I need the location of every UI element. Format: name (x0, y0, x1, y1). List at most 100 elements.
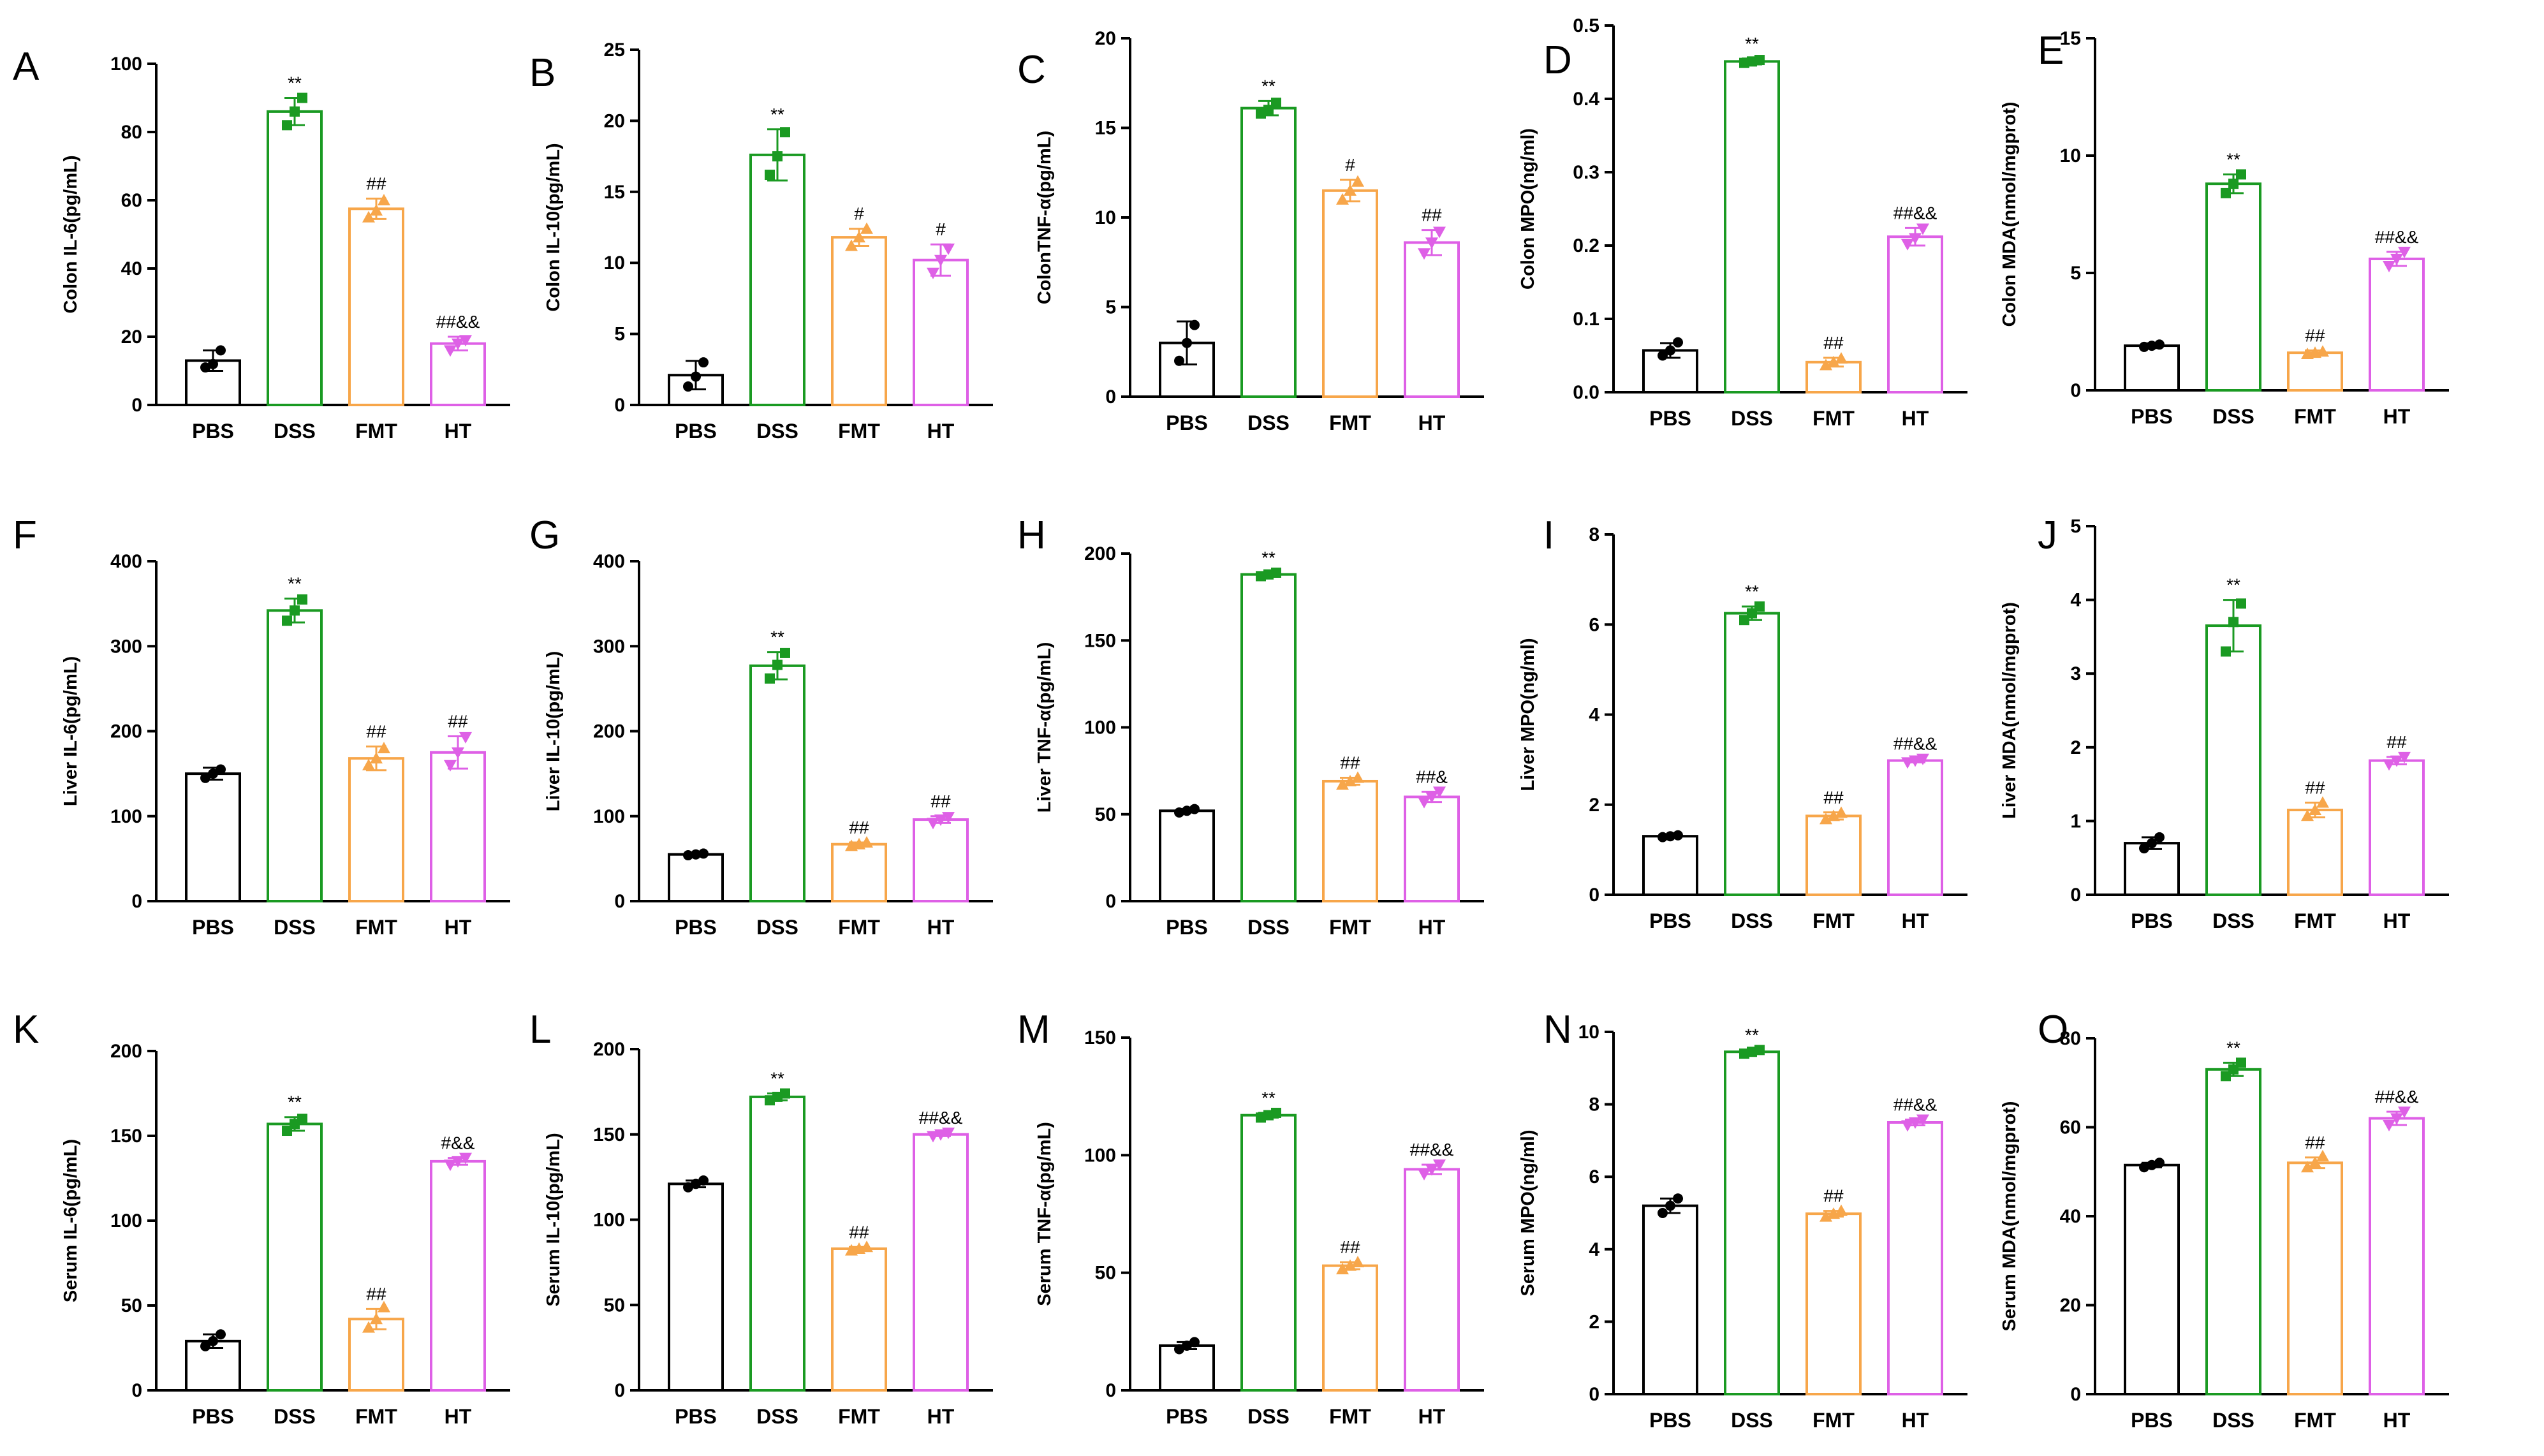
category-label: PBS (1166, 1405, 1208, 1428)
significance-label: ** (2226, 575, 2240, 595)
bar-pbs (668, 853, 724, 903)
data-point (1336, 778, 1349, 790)
y-tick-label: 0.4 (1573, 89, 1599, 110)
panel-H: H 0 50 100 150 200 Liver TNF-α(pg/mL) PBS ** DSS #… (1017, 513, 1484, 939)
panel-K: K 0 50 100 150 200 Serum IL-6(pg/mL) PBS ** DSS ##… (13, 1008, 510, 1428)
category-label: PBS (675, 420, 717, 443)
panel-L: L 0 50 100 150 200 Serum IL-10(pg/mL) PBS ** DSS #… (529, 1008, 993, 1428)
panel-B: B 0 5 10 15 20 25 Colon IL-10(pg/mL) PBS ** DSS # FM… (529, 40, 993, 443)
data-point (2147, 838, 2157, 849)
significance-label: ## (930, 791, 951, 811)
data-point (444, 760, 457, 772)
category-label: DSS (274, 1405, 316, 1428)
significance-label: ** (1745, 1025, 1759, 1045)
bar-pbs (1642, 835, 1698, 896)
y-tick-label: 0.3 (1573, 162, 1599, 183)
y-tick-label: 10 (1578, 1022, 1599, 1043)
bar-dss (2205, 624, 2261, 896)
data-point (1189, 804, 1200, 814)
y-tick-label: 60 (2060, 1117, 2081, 1138)
data-point (2398, 751, 2411, 763)
y-axis-label: Serum MDA(nmol/mgprot) (1999, 1101, 2020, 1332)
y-tick-label: 0.1 (1573, 309, 1599, 330)
data-point (934, 254, 947, 267)
category-label: PBS (675, 916, 717, 939)
panel-M: M 0 50 100 150 Serum TNF-α(pg/mL) PBS ** DSS ## FM… (1017, 1008, 1484, 1428)
data-point (1901, 757, 1914, 769)
y-tick-label: 400 (110, 551, 142, 572)
category-label: FMT (1329, 411, 1371, 434)
data-point (1754, 1045, 1765, 1055)
y-tick-label: 150 (110, 1126, 142, 1147)
significance-label: ** (1261, 76, 1276, 96)
y-tick-label: 0 (1105, 891, 1116, 912)
y-axis-label: Colon MPO(ng/ml) (1518, 128, 1538, 290)
y-tick-label: 0 (614, 891, 625, 912)
category-label: DSS (1731, 407, 1773, 430)
data-point (698, 848, 709, 859)
data-point (2309, 1156, 2321, 1168)
data-point (2228, 617, 2239, 628)
bar-pbs (2124, 344, 2180, 392)
category-label: FMT (2294, 1409, 2336, 1432)
data-point (370, 752, 383, 764)
category-label: HT (1902, 407, 1929, 430)
data-point (691, 1179, 701, 1189)
category-label: HT (927, 1405, 955, 1428)
y-tick-label: 150 (593, 1124, 625, 1145)
data-point (1344, 1259, 1357, 1271)
data-point (200, 362, 210, 373)
y-tick-label: 5 (1105, 297, 1116, 318)
significance-label: ##&& (1410, 1140, 1454, 1159)
data-point (378, 194, 390, 205)
y-tick-label: 0 (2070, 885, 2081, 906)
data-point (297, 1114, 307, 1124)
data-point (1425, 791, 1438, 804)
y-tick-label: 15 (1095, 118, 1116, 139)
significance-label: ** (770, 1069, 784, 1089)
significance-label: ** (2226, 1038, 2240, 1057)
category-label: HT (445, 420, 472, 443)
y-tick-label: 0 (131, 1380, 142, 1401)
data-point (378, 1300, 390, 1313)
data-point (200, 772, 210, 783)
y-tick-label: 6 (1589, 614, 1599, 635)
data-point (1351, 175, 1364, 187)
y-tick-label: 4 (1589, 705, 1599, 726)
category-label: PBS (192, 916, 234, 939)
data-point (1433, 786, 1446, 798)
data-point (1754, 55, 1765, 66)
bar-dss (267, 1122, 323, 1392)
data-point (378, 742, 390, 754)
y-tick-label: 300 (593, 636, 625, 657)
panel-F: F 0 100 200 300 400 Liver IL-6(pg/mL) PBS ** DSS #… (13, 513, 510, 939)
data-point (2309, 804, 2321, 816)
category-label: HT (927, 420, 955, 443)
significance-label: # (936, 219, 946, 239)
category-label: FMT (1329, 1405, 1371, 1428)
y-tick-label: 150 (1084, 1027, 1116, 1048)
data-point (1901, 239, 1914, 251)
data-point (362, 758, 375, 770)
category-label: PBS (192, 1405, 234, 1428)
category-label: PBS (1166, 916, 1208, 939)
data-point (2236, 169, 2246, 180)
panel-letter: O (2038, 1008, 2068, 1052)
data-point (780, 1088, 790, 1099)
data-point (942, 812, 955, 824)
category-label: DSS (2212, 1409, 2254, 1432)
category-label: HT (927, 916, 955, 939)
data-point (1182, 805, 1192, 816)
bar-ht (1404, 241, 1460, 398)
data-point (2221, 646, 2231, 657)
y-tick-label: 50 (1095, 1263, 1116, 1284)
category-label: FMT (355, 916, 397, 939)
data-point (282, 615, 292, 626)
data-point (1174, 807, 1184, 818)
data-point (2390, 253, 2403, 265)
y-tick-label: 0 (2070, 1384, 2081, 1405)
category-label: DSS (1247, 916, 1290, 939)
data-point (2398, 246, 2411, 258)
data-point (691, 371, 701, 382)
